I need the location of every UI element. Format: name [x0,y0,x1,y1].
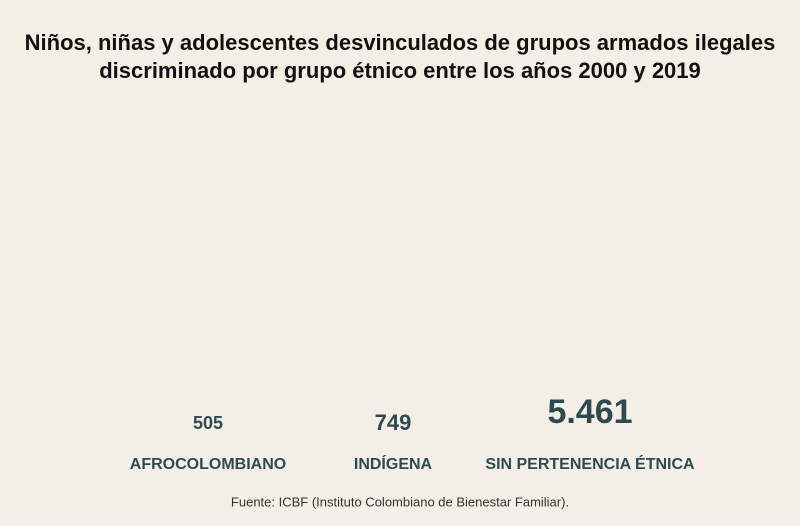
category-label: SIN PERTENENCIA ÉTNICA [485,454,695,473]
source-note: Fuente: ICBF (Instituto Colombiano de Bi… [231,494,569,509]
category-label: INDÍGENA [354,454,433,473]
value-label: 749 [375,410,412,435]
silhouette [280,100,530,440]
value-label: 505 [193,413,223,433]
value-label: 5.461 [547,393,632,431]
silhouette [60,100,360,440]
category-label: AFROCOLOMBIANO [130,456,286,473]
chart-title: Niños, niñas y adolescentes desvinculado… [25,30,776,83]
silhouette [480,100,730,440]
